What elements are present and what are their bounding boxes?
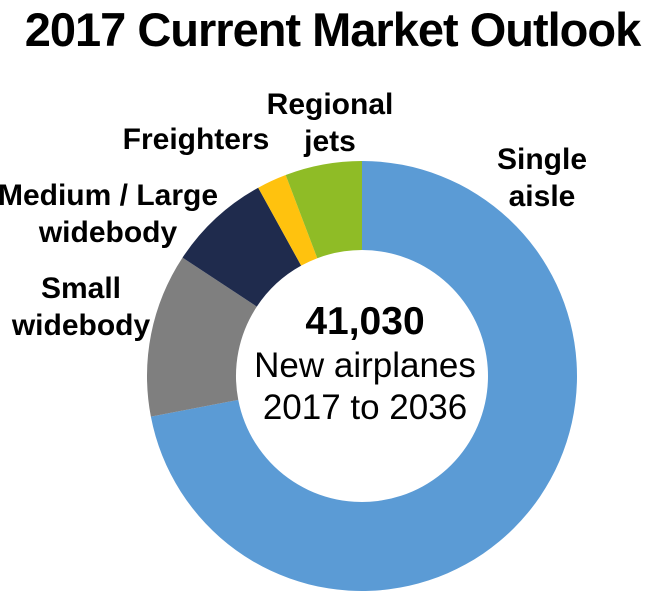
forecast-period: 2017 to 2036 bbox=[262, 388, 468, 427]
donut-segment-freighters bbox=[258, 175, 318, 266]
donut-segment-single-aisle bbox=[150, 161, 578, 592]
donut-segment-regional-jets bbox=[285, 161, 362, 259]
segment-label-single-aisle: Single aisle bbox=[496, 143, 587, 213]
segment-label-freighters: Freighters bbox=[122, 123, 270, 156]
segment-label-small-widebody: Small widebody bbox=[11, 272, 151, 342]
total-airplanes-caption: New airplanes bbox=[254, 346, 476, 385]
segment-label-medium-large-widebody: Medium / Large widebody bbox=[0, 179, 219, 249]
donut-segment-small-widebody bbox=[146, 257, 257, 417]
donut-segment-medium-large-widebody bbox=[182, 187, 302, 307]
page-title: 2017 Current Market Outlook bbox=[24, 3, 642, 56]
total-airplanes-value: 41,030 bbox=[305, 300, 425, 343]
donut-center-text: 41,030 New airplanes 2017 to 2036 bbox=[254, 299, 476, 429]
segment-label-regional-jets: Regional jets bbox=[266, 88, 394, 158]
